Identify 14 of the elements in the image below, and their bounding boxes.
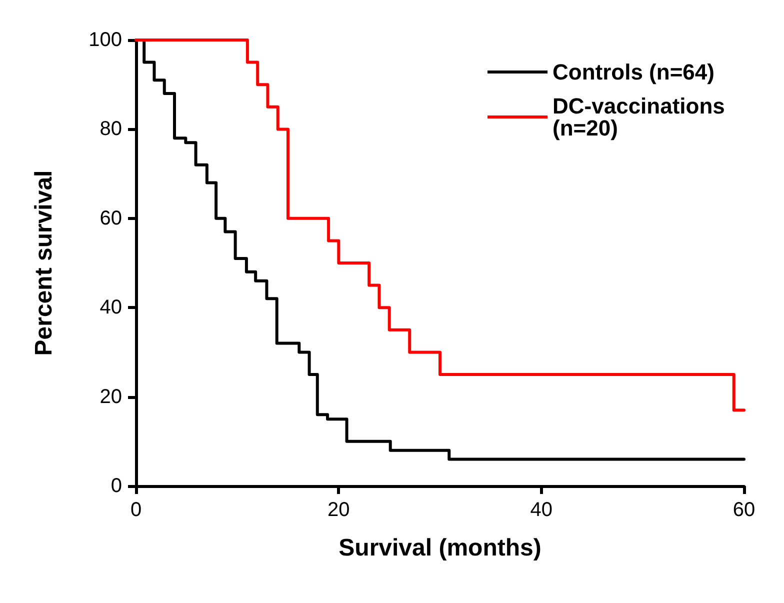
- y-axis-title: Percent survival: [30, 170, 58, 356]
- x-axis-title: Survival (months): [338, 534, 542, 562]
- legend-label: Controls (n=64): [552, 60, 714, 84]
- x-tick-label: 0: [130, 499, 142, 521]
- y-tick-label: 60: [100, 207, 122, 230]
- y-tick-label: 20: [100, 386, 122, 408]
- y-tick-label: 80: [100, 118, 122, 140]
- x-tick-label: 60: [732, 499, 756, 521]
- x-tick-label: 40: [530, 499, 552, 521]
- y-tick-label: 40: [100, 296, 122, 319]
- y-tick-label: 100: [88, 29, 122, 51]
- x-tick-label: 20: [328, 499, 350, 521]
- legend-label: DC-vaccinations (n=20): [552, 94, 732, 140]
- y-tick-label: 0: [110, 475, 122, 497]
